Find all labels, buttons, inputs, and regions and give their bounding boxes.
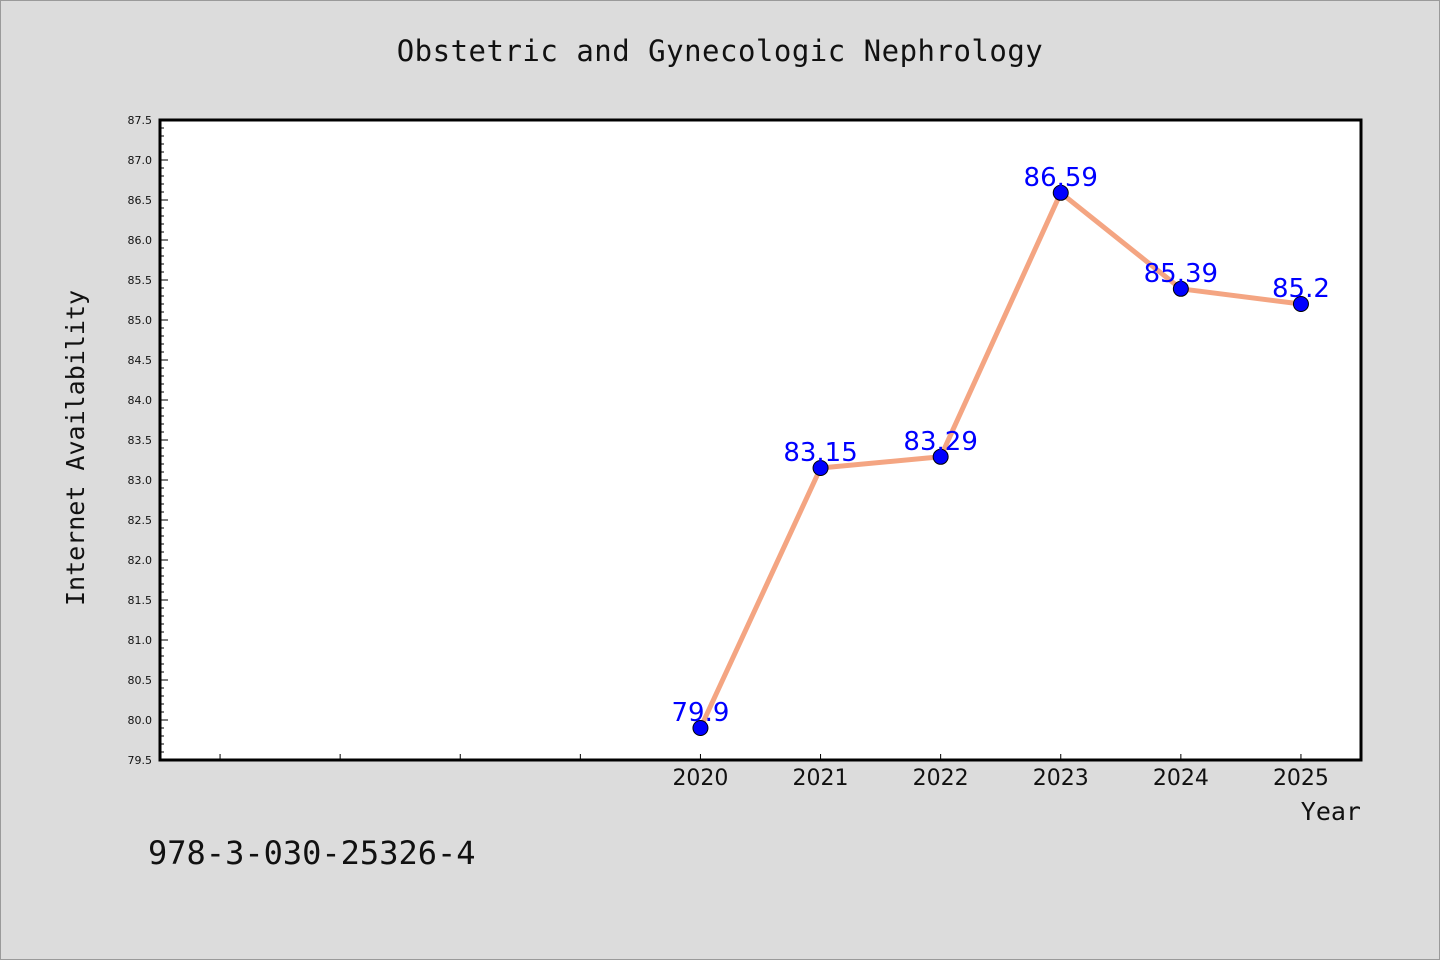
y-tick-label: 83.0 — [128, 474, 153, 487]
y-tick-label: 80.5 — [128, 674, 153, 687]
x-tick-label: 2025 — [1273, 766, 1329, 791]
y-tick-label: 82.5 — [128, 514, 153, 527]
x-tick-label: 2023 — [1033, 766, 1089, 791]
data-point — [1292, 296, 1309, 312]
series-line — [698, 190, 1302, 730]
data-label: 86.59 — [1024, 163, 1098, 193]
y-tick-label: 83.5 — [128, 434, 153, 447]
data-label: 79.9 — [672, 698, 730, 728]
y-tick-label: 87.0 — [128, 154, 153, 167]
data-point — [1052, 184, 1069, 201]
plot-area — [158, 118, 1363, 762]
x-tick-label: 2020 — [672, 766, 728, 791]
data-point — [812, 460, 829, 476]
x-axis: 2020 2021 2022 2023 2024 2025 — [219, 754, 1329, 791]
y-tick-label: 85.0 — [128, 314, 153, 327]
y-tick-label: 81.0 — [128, 634, 153, 647]
y-tick-label: 82.0 — [128, 554, 153, 567]
data-point — [692, 720, 709, 736]
data-label: 83.29 — [903, 427, 977, 457]
y-tick-label: 80.0 — [128, 714, 153, 727]
x-tick-label: 2021 — [793, 766, 849, 791]
x-axis-label: Year — [1301, 797, 1361, 826]
data-label: 83.15 — [783, 438, 857, 468]
y-tick-label: 86.0 — [128, 234, 153, 247]
y-tick-label: 85.5 — [128, 274, 153, 287]
data-point — [932, 448, 949, 465]
y-tick-label: 84.5 — [128, 354, 153, 367]
data-label: 85.39 — [1144, 259, 1218, 289]
y-tick-label: 84.0 — [128, 394, 153, 407]
y-tick-label: 87.5 — [128, 114, 153, 127]
y-tick-label: 86.5 — [128, 194, 153, 207]
footnote-isbn: 978-3-030-25326-4 — [148, 834, 476, 872]
y-tick-label: 81.5 — [128, 594, 153, 607]
y-tick-label: 79.5 — [128, 754, 153, 767]
y-axis: 79.5 80.0 80.5 81.0 81.5 82.0 82.5 83.0 83.5 84.0… — [128, 114, 168, 767]
x-tick-label: 2024 — [1153, 766, 1209, 791]
y-axis-label: Internet Availability — [61, 290, 90, 606]
chart-title: Obstetric and Gynecologic Nephrology — [396, 34, 1044, 68]
x-tick-label: 2022 — [913, 766, 969, 791]
series-layer: 79.9 83.15 83.29 86.59 85.39 85.2 — [672, 163, 1330, 736]
data-point — [1172, 280, 1189, 297]
data-label: 85.2 — [1272, 274, 1330, 304]
